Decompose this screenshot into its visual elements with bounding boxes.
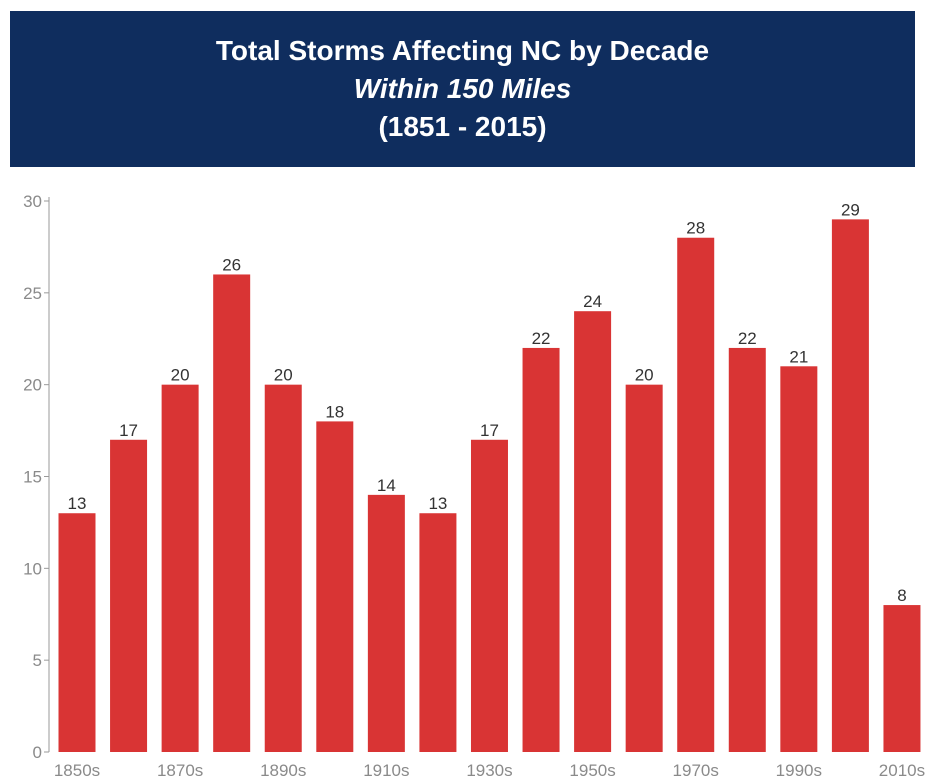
bar-1950s — [574, 311, 612, 752]
data-label-1990s: 21 — [789, 347, 808, 366]
data-label-1920s: 13 — [428, 494, 447, 513]
y-tick-label: 30 — [23, 192, 42, 211]
data-label-1960s: 20 — [635, 366, 654, 385]
x-tick-label: 2010s — [879, 761, 925, 780]
bar-1920s — [419, 513, 457, 752]
chart-subtitle: Within 150 Miles — [353, 73, 572, 104]
y-tick-label: 5 — [33, 651, 42, 670]
x-tick-label: 1970s — [673, 761, 719, 780]
data-label-1860s: 17 — [119, 421, 138, 440]
data-label-1910s: 14 — [377, 476, 396, 495]
chart-title: Total Storms Affecting NC by Decade — [215, 35, 710, 66]
data-label-1890s: 20 — [274, 366, 293, 385]
y-tick-label: 10 — [23, 559, 42, 578]
x-tick-label: 1850s — [54, 761, 100, 780]
bar-1940s — [522, 347, 560, 752]
data-label-2000s: 29 — [841, 200, 860, 219]
x-tick-label: 1930s — [466, 761, 512, 780]
chart-date-range: (1851 - 2015) — [378, 111, 547, 142]
bar-1930s — [470, 439, 508, 752]
data-label-1900s: 18 — [325, 402, 344, 421]
y-tick-label: 0 — [33, 743, 42, 762]
bar-1860s — [110, 439, 148, 752]
data-label-1950s: 24 — [583, 292, 602, 311]
y-tick-label: 25 — [23, 284, 42, 303]
bar-1990s — [780, 366, 818, 752]
data-label-1930s: 17 — [480, 421, 499, 440]
bar-1890s — [264, 384, 302, 752]
bar-1970s — [677, 237, 715, 752]
data-label-1980s: 22 — [738, 329, 757, 348]
x-tick-label: 1890s — [260, 761, 306, 780]
x-tick-label: 1990s — [776, 761, 822, 780]
bar-1900s — [316, 421, 354, 752]
data-label-1970s: 28 — [686, 219, 705, 238]
data-label-1880s: 26 — [222, 255, 241, 274]
bar-1980s — [728, 347, 766, 752]
y-tick-label: 20 — [23, 376, 42, 395]
data-label-1850s: 13 — [68, 494, 87, 513]
x-tick-label: 1950s — [569, 761, 615, 780]
bar-2000s — [831, 219, 869, 752]
bar-2010s — [883, 605, 921, 752]
x-tick-label: 1910s — [363, 761, 409, 780]
data-label-2010s: 8 — [897, 586, 906, 605]
bar-1960s — [625, 384, 663, 752]
data-label-1940s: 22 — [532, 329, 551, 348]
bar-1880s — [213, 274, 251, 752]
data-label-1870s: 20 — [171, 366, 190, 385]
x-tick-label: 1870s — [157, 761, 203, 780]
bar-1910s — [367, 494, 405, 752]
y-tick-label: 15 — [23, 468, 42, 487]
chart-title-banner: Total Storms Affecting NC by Decade With… — [10, 11, 915, 167]
bar-1850s — [58, 513, 96, 752]
bar-chart: 0 5 10 15 20 25 30 13 17 20 26 20 18 14 13 17 22 24 20 28 22… — [23, 192, 925, 780]
bar-1870s — [161, 384, 199, 752]
